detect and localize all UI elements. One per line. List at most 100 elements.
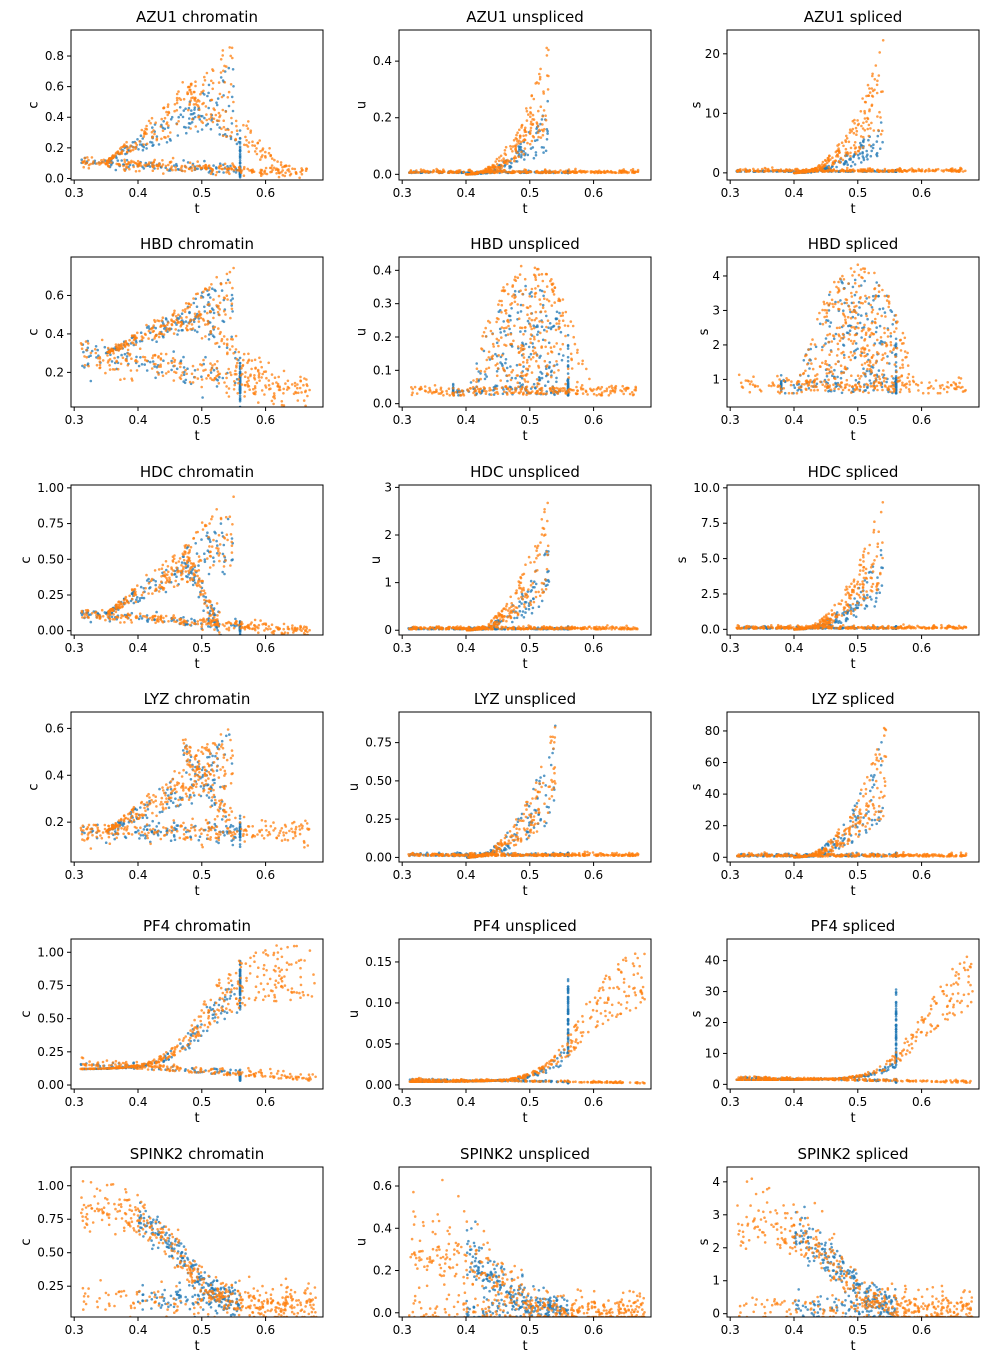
scatter-point-orange	[270, 166, 273, 170]
scatter-point-blue	[207, 338, 211, 341]
scatter-point-orange	[270, 373, 274, 376]
scatter-point-orange	[942, 169, 946, 172]
scatter-point-blue	[852, 350, 856, 353]
scatter-point-orange	[477, 387, 480, 391]
scatter-point-orange	[499, 154, 503, 158]
scatter-point-orange	[188, 102, 192, 105]
scatter-point-orange	[867, 391, 870, 395]
scatter-point-orange	[169, 167, 173, 170]
scatter-point-orange	[145, 132, 148, 136]
scatter-point-orange	[479, 169, 483, 173]
scatter-point-blue	[166, 126, 170, 129]
scatter-point-blue	[524, 342, 528, 346]
scatter-point-orange	[98, 360, 102, 364]
scatter-point-orange	[841, 388, 845, 392]
scatter-point-orange	[917, 167, 920, 171]
scatter-point-orange	[181, 322, 184, 326]
scatter-point-orange	[920, 381, 923, 385]
scatter-point-orange	[217, 327, 220, 330]
scatter-point-orange	[247, 379, 250, 382]
scatter-point-orange	[149, 121, 152, 125]
scatter-point-blue	[232, 85, 235, 88]
scatter-point-orange	[595, 170, 599, 174]
scatter-point-orange	[202, 290, 205, 294]
scatter-point-orange	[514, 279, 518, 283]
scatter-point-orange	[550, 304, 554, 307]
scatter-point-orange	[235, 364, 238, 368]
scatter-point-orange	[201, 317, 205, 321]
scatter-point-orange	[276, 384, 280, 388]
scatter-point-orange	[220, 127, 223, 131]
scatter-point-orange	[778, 378, 781, 381]
scatter-point-orange	[580, 387, 583, 391]
scatter-point-orange	[277, 175, 281, 179]
scatter-point-orange	[260, 376, 263, 379]
scatter-point-orange	[524, 326, 527, 329]
scatter-point-orange	[129, 161, 133, 164]
scatter-point-orange	[285, 388, 289, 391]
scatter-point-orange	[106, 161, 109, 164]
scatter-point-orange	[199, 92, 202, 96]
scatter-point-orange	[515, 137, 519, 141]
scatter-point-orange	[111, 154, 115, 157]
scatter-point-orange	[109, 158, 112, 161]
scatter-point-orange	[815, 385, 818, 389]
scatter-point-orange	[267, 151, 271, 155]
scatter-point-orange	[265, 376, 268, 380]
scatter-point-orange	[458, 390, 461, 394]
scatter-point-blue	[177, 317, 181, 320]
scatter-point-orange	[849, 146, 853, 150]
scatter-point-orange	[209, 376, 212, 380]
scatter-point-orange	[870, 104, 874, 108]
scatter-point-orange	[825, 309, 829, 312]
scatter-point-blue	[860, 144, 864, 147]
scatter-point-orange	[503, 309, 507, 313]
scatter-point-blue	[497, 310, 501, 314]
scatter-point-blue	[151, 360, 155, 363]
scatter-point-orange	[518, 273, 522, 276]
scatter-point-blue	[140, 363, 144, 366]
scatter-point-orange	[572, 388, 575, 392]
scatter-point-orange	[604, 170, 608, 174]
scatter-point-orange	[838, 383, 842, 387]
scatter-point-orange	[895, 327, 898, 330]
scatter-point-orange	[204, 163, 208, 167]
scatter-point-orange	[506, 283, 509, 286]
scatter-point-orange	[482, 331, 486, 334]
scatter-point-orange	[859, 354, 863, 358]
scatter-point-orange	[264, 386, 268, 389]
scatter-point-orange	[175, 92, 179, 96]
scatter-point-orange	[452, 394, 456, 397]
scatter-point-orange	[207, 165, 210, 168]
scatter-point-orange	[226, 298, 229, 301]
scatter-point-orange	[893, 389, 896, 393]
scatter-point-orange	[827, 378, 830, 382]
scatter-point-blue	[851, 160, 855, 164]
scatter-point-orange	[953, 387, 956, 390]
scatter-point-blue	[527, 355, 531, 359]
scatter-point-orange	[555, 360, 558, 363]
scatter-point-blue	[532, 382, 536, 386]
scatter-point-orange	[140, 335, 144, 338]
scatter-point-orange	[267, 383, 271, 387]
scatter-point-blue	[514, 376, 517, 380]
scatter-point-orange	[796, 379, 800, 383]
scatter-point-orange	[250, 367, 253, 371]
y-axis-label: c	[26, 101, 41, 108]
scatter-point-orange	[189, 99, 192, 102]
scatter-point-orange	[123, 345, 127, 349]
scatter-point-blue	[170, 115, 174, 119]
scatter-point-orange	[253, 144, 257, 147]
scatter-point-orange	[500, 303, 504, 307]
scatter-point-orange	[228, 281, 232, 284]
scatter-point-blue	[203, 116, 206, 120]
scatter-point-orange	[154, 121, 157, 124]
scatter-point-orange	[211, 120, 215, 124]
scatter-point-orange	[952, 381, 955, 384]
scatter-point-blue	[116, 355, 120, 359]
scatter-point-blue	[870, 149, 873, 153]
scatter-point-orange	[168, 327, 172, 330]
scatter-point-blue	[216, 123, 219, 126]
scatter-point-orange	[196, 160, 199, 163]
scatter-point-blue	[222, 320, 226, 324]
